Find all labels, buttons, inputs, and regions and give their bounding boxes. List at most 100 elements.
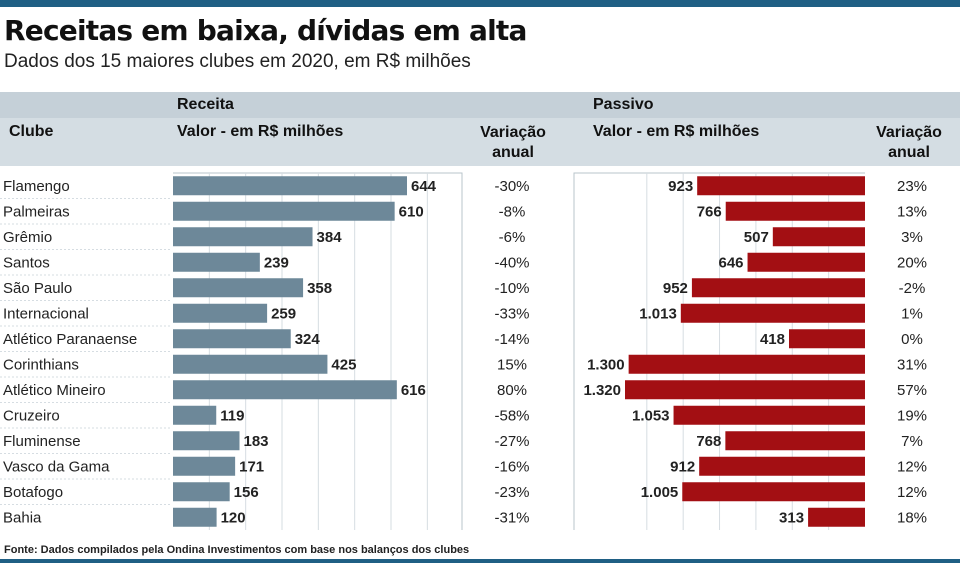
bottom-accent-bar: [0, 559, 960, 563]
passivo-value-label: 1.053: [632, 407, 670, 424]
passivo-bar: [699, 456, 865, 476]
passivo-value-label: 1.005: [641, 484, 679, 501]
passivo-bar: [697, 176, 865, 196]
passivo-bar: [808, 507, 865, 527]
receita-variation-label: -31%: [494, 509, 529, 526]
receita-value-label: 644: [411, 178, 437, 195]
receita-value-label: 324: [295, 331, 321, 348]
passivo-plot-frame: [573, 172, 865, 530]
receita-variation-label: 15%: [497, 356, 527, 373]
receita-variation-label: -8%: [499, 203, 526, 220]
passivo-variation-label: 23%: [897, 178, 927, 195]
club-label: Botafogo: [3, 484, 63, 501]
club-label: Palmeiras: [3, 203, 70, 220]
receita-bar: [173, 405, 217, 425]
receita-variation-label: -6%: [499, 229, 526, 246]
passivo-variation-label: 12%: [897, 484, 927, 501]
passivo-bar: [691, 278, 865, 298]
club-label: Internacional: [3, 305, 89, 322]
club-label: Bahia: [3, 509, 42, 526]
receita-bar: [173, 329, 291, 349]
passivo-value-header: Valor - em R$ milhões: [593, 123, 760, 140]
passivo-value-label: 766: [697, 203, 722, 220]
passivo-value-label: 507: [744, 229, 769, 246]
receita-group-header: Receita: [177, 96, 234, 113]
receita-value-label: 425: [331, 356, 356, 373]
passivo-group-header: Passivo: [593, 96, 654, 113]
passivo-bar: [725, 201, 865, 221]
passivo-variation-label: 31%: [897, 356, 927, 373]
source-note: Fonte: Dados compilados pela Ondina Inve…: [4, 544, 470, 556]
passivo-value-label: 646: [719, 254, 744, 271]
passivo-variation-label: 12%: [897, 458, 927, 475]
club-label: Flamengo: [3, 178, 70, 195]
receita-variation-label: -30%: [494, 178, 529, 195]
receita-value-label: 119: [220, 407, 244, 424]
table-header: [0, 92, 960, 166]
receita-value-label: 358: [307, 280, 332, 297]
club-label: Corinthians: [3, 356, 79, 373]
passivo-bar: [747, 252, 865, 272]
passivo-variation-label: 13%: [897, 203, 927, 220]
passivo-variation-label: 20%: [897, 254, 927, 271]
receita-variation-label: -33%: [494, 305, 529, 322]
receita-value-label: 156: [234, 484, 259, 501]
passivo-value-label: 768: [696, 433, 721, 450]
passivo-bar: [628, 354, 865, 374]
receita-variation-label: -27%: [494, 433, 529, 450]
club-label: Fluminense: [3, 433, 81, 450]
receita-bar: [173, 507, 217, 527]
club-label: Atlético Paranaense: [3, 331, 137, 348]
passivo-bar: [673, 405, 865, 425]
passivo-bar: [625, 380, 865, 400]
receita-bar: [173, 380, 397, 400]
receita-variation-label: 80%: [497, 382, 527, 399]
passivo-value-label: 912: [670, 458, 695, 475]
receita-bar: [173, 278, 304, 298]
passivo-variation-label: 0%: [901, 331, 923, 348]
receita-variation-label: -14%: [494, 331, 529, 348]
receita-bar: [173, 482, 230, 502]
receita-value-label: 616: [401, 382, 426, 399]
receita-variation-header: Variação anual: [480, 124, 546, 161]
passivo-variation-label: 57%: [897, 382, 927, 399]
receita-bar: [173, 176, 407, 196]
receita-value-label: 183: [243, 433, 268, 450]
receita-value-label: 120: [221, 509, 246, 526]
receita-bar: [173, 252, 260, 272]
table-header-group-row: [0, 92, 960, 118]
receita-variation-label: -40%: [494, 254, 529, 271]
club-label: Cruzeiro: [3, 407, 60, 424]
receita-variation-label: -10%: [494, 280, 529, 297]
passivo-bar: [682, 482, 865, 502]
receita-value-label: 259: [271, 305, 296, 322]
top-accent-bar: [0, 0, 960, 7]
receita-plot-frame: [173, 172, 463, 530]
passivo-bar: [680, 303, 865, 323]
club-label: Grêmio: [3, 229, 52, 246]
receita-value-label: 239: [264, 254, 289, 271]
chart-subtitle: Dados dos 15 maiores clubes em 2020, em …: [4, 51, 471, 72]
receita-bar: [173, 354, 328, 374]
chart-title: Receitas em baixa, dívidas em alta: [4, 14, 527, 47]
club-column-header: Clube: [9, 123, 54, 140]
receita-bar: [173, 201, 395, 221]
receita-value-label: 171: [239, 458, 264, 475]
passivo-value-label: 418: [760, 331, 785, 348]
passivo-variation-label: -2%: [899, 280, 926, 297]
passivo-variation-label: 18%: [897, 509, 927, 526]
passivo-value-label: 1.320: [583, 382, 621, 399]
passivo-value-label: 1.013: [639, 305, 677, 322]
receita-variation-label: -58%: [494, 407, 529, 424]
passivo-variation-label: 19%: [897, 407, 927, 424]
receita-variation-label: -16%: [494, 458, 529, 475]
receita-bar: [173, 227, 313, 247]
passivo-variation-label: 1%: [901, 305, 923, 322]
club-label: Atlético Mineiro: [3, 382, 106, 399]
receita-bar: [173, 431, 240, 451]
club-label: Vasco da Gama: [3, 458, 110, 475]
receita-variation-label: -23%: [494, 484, 529, 501]
passivo-value-label: 923: [668, 178, 693, 195]
passivo-value-label: 1.300: [587, 356, 625, 373]
